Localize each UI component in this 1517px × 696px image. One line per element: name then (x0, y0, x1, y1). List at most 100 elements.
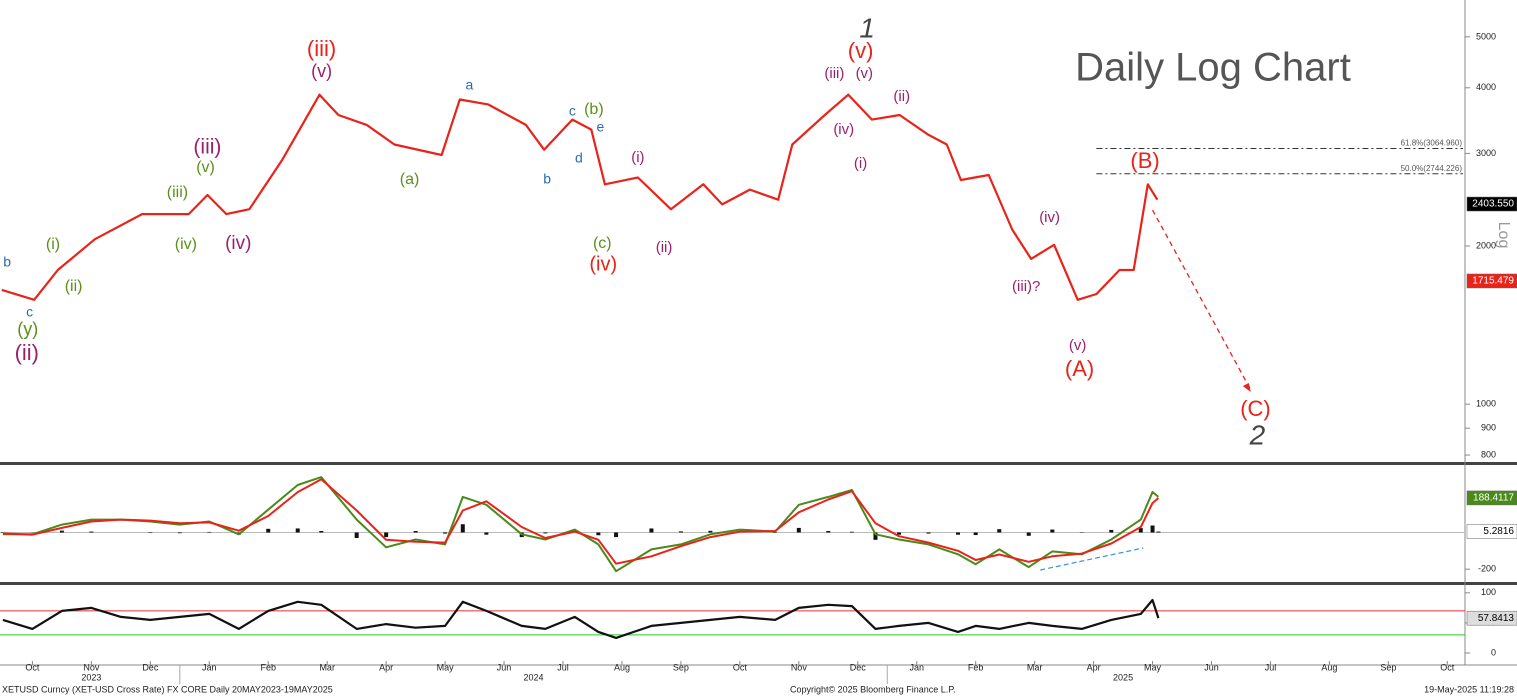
y-tick-label: 3000 (1476, 148, 1496, 158)
x-tick-label: Aug (614, 662, 630, 672)
x-tick-label: Jul (1265, 662, 1277, 672)
wave-label: c (569, 103, 576, 119)
wave-label: 2 (1249, 419, 1266, 450)
year-label: 2025 (1113, 672, 1133, 682)
wave-label: (v) (856, 65, 874, 82)
wave-label: (c) (593, 235, 612, 252)
wave-label: (A) (1065, 356, 1094, 381)
wave-label: (b) (584, 101, 604, 118)
footer-center: Copyright© 2025 Bloomberg Finance L.P. (790, 684, 956, 694)
wave-label: (ii) (65, 278, 83, 295)
x-tick-label: Feb (968, 662, 984, 672)
value-label: 188.4117 (1473, 493, 1514, 504)
histogram-bar (59, 530, 64, 533)
histogram-bar (484, 532, 489, 535)
wave-label: (iii) (824, 65, 844, 82)
rsi-line (2, 598, 1160, 639)
x-tick-label: Jun (497, 662, 512, 672)
histogram-bar (1050, 529, 1055, 533)
axis-label: Log (1495, 222, 1512, 249)
x-tick-label: Jan (202, 662, 217, 672)
value-box (1466, 490, 1517, 506)
histogram-bar (955, 532, 960, 535)
histogram-bar (708, 530, 713, 533)
wave-label: (v) (196, 159, 215, 176)
trend-arrow (1040, 547, 1144, 571)
wave-label: a (466, 77, 474, 93)
histogram-bar (1026, 532, 1031, 536)
histogram-bar (926, 532, 931, 534)
panel-separator (0, 582, 1517, 585)
footer-right: 19-May-2025 11:19:28 (1424, 684, 1514, 694)
x-tick-label: Jun (1204, 662, 1219, 672)
y-tick-label: 2000 (1476, 240, 1496, 250)
x-tick-label: Oct (1440, 662, 1455, 672)
macd-line (2, 478, 1160, 565)
x-tick-label: Sep (1380, 662, 1396, 672)
x-tick-label: Aug (1321, 662, 1337, 672)
histogram-bar (897, 532, 902, 535)
wave-label: (v) (311, 61, 332, 81)
year-label: 2023 (81, 672, 101, 682)
histogram-bar (1156, 531, 1161, 533)
x-tick-label: Apr (1087, 662, 1101, 672)
x-tick-label: Apr (379, 662, 393, 672)
wave-label: (i) (631, 149, 644, 166)
wave-label: (iii) (193, 136, 221, 159)
histogram-bar (319, 531, 324, 533)
value-label: 57.8413 (1478, 613, 1515, 624)
histogram-bar (443, 532, 448, 534)
footer-left: XETUSD Curncy (XET-USD Cross Rate) FX CO… (2, 684, 333, 694)
histogram-bar (295, 528, 300, 533)
histogram-bar (873, 532, 878, 540)
wave-label: (B) (1130, 148, 1159, 173)
wave-label: (iv) (225, 233, 251, 254)
histogram-bar (207, 531, 212, 533)
chart-title: Daily Log Chart (1075, 46, 1351, 90)
histogram-bar (997, 529, 1002, 533)
wave-label: (iii) (167, 184, 188, 201)
y-tick-label: -200 (1478, 564, 1496, 574)
value-label: 1715.479 (1472, 276, 1514, 287)
price-line (1, 93, 1159, 301)
histogram-bar (826, 531, 831, 533)
panel-separator (0, 462, 1517, 465)
wave-label: (ii) (893, 88, 910, 105)
wave-label: (ii) (656, 239, 673, 256)
histogram-bar (148, 532, 153, 534)
x-tick-label: Jul (557, 662, 569, 672)
wave-label: (v) (1069, 337, 1087, 354)
forecast-arrow (1151, 209, 1252, 391)
histogram-bar (649, 528, 654, 533)
wave-label: 1 (859, 12, 875, 43)
histogram-bar (543, 532, 548, 534)
value-box (1466, 524, 1517, 539)
fib-label: 50.0%(2744.226) (1401, 164, 1463, 173)
histogram-bar (1138, 528, 1143, 533)
x-tick-label: Dec (850, 662, 867, 672)
value-box (1466, 610, 1517, 626)
wave-label: b (543, 171, 551, 187)
wave-label: (iv) (589, 253, 617, 275)
fib-label: 61.8%(3064.960) (1401, 139, 1463, 148)
histogram-bar (596, 532, 601, 536)
y-tick-label: 0 (1491, 647, 1496, 657)
histogram-bar (973, 532, 978, 536)
y-tick-label: 5000 (1476, 31, 1496, 41)
x-tick-label: Dec (142, 662, 159, 672)
x-tick-label: Oct (733, 662, 748, 672)
y-tick-label: 800 (1481, 449, 1496, 459)
x-tick-label: Jan (909, 662, 924, 672)
x-tick-label: Feb (260, 662, 276, 672)
y-tick-label: 1000 (1476, 399, 1496, 409)
histogram-bar (354, 532, 359, 538)
x-tick-label: Mar (1027, 662, 1043, 672)
x-tick-label: Nov (83, 662, 100, 672)
wave-label: b (3, 254, 11, 270)
wave-label: e (597, 119, 605, 135)
histogram-bar (1150, 525, 1155, 533)
wave-label: (iv) (175, 236, 197, 253)
wave-label: (iii) (307, 36, 336, 61)
